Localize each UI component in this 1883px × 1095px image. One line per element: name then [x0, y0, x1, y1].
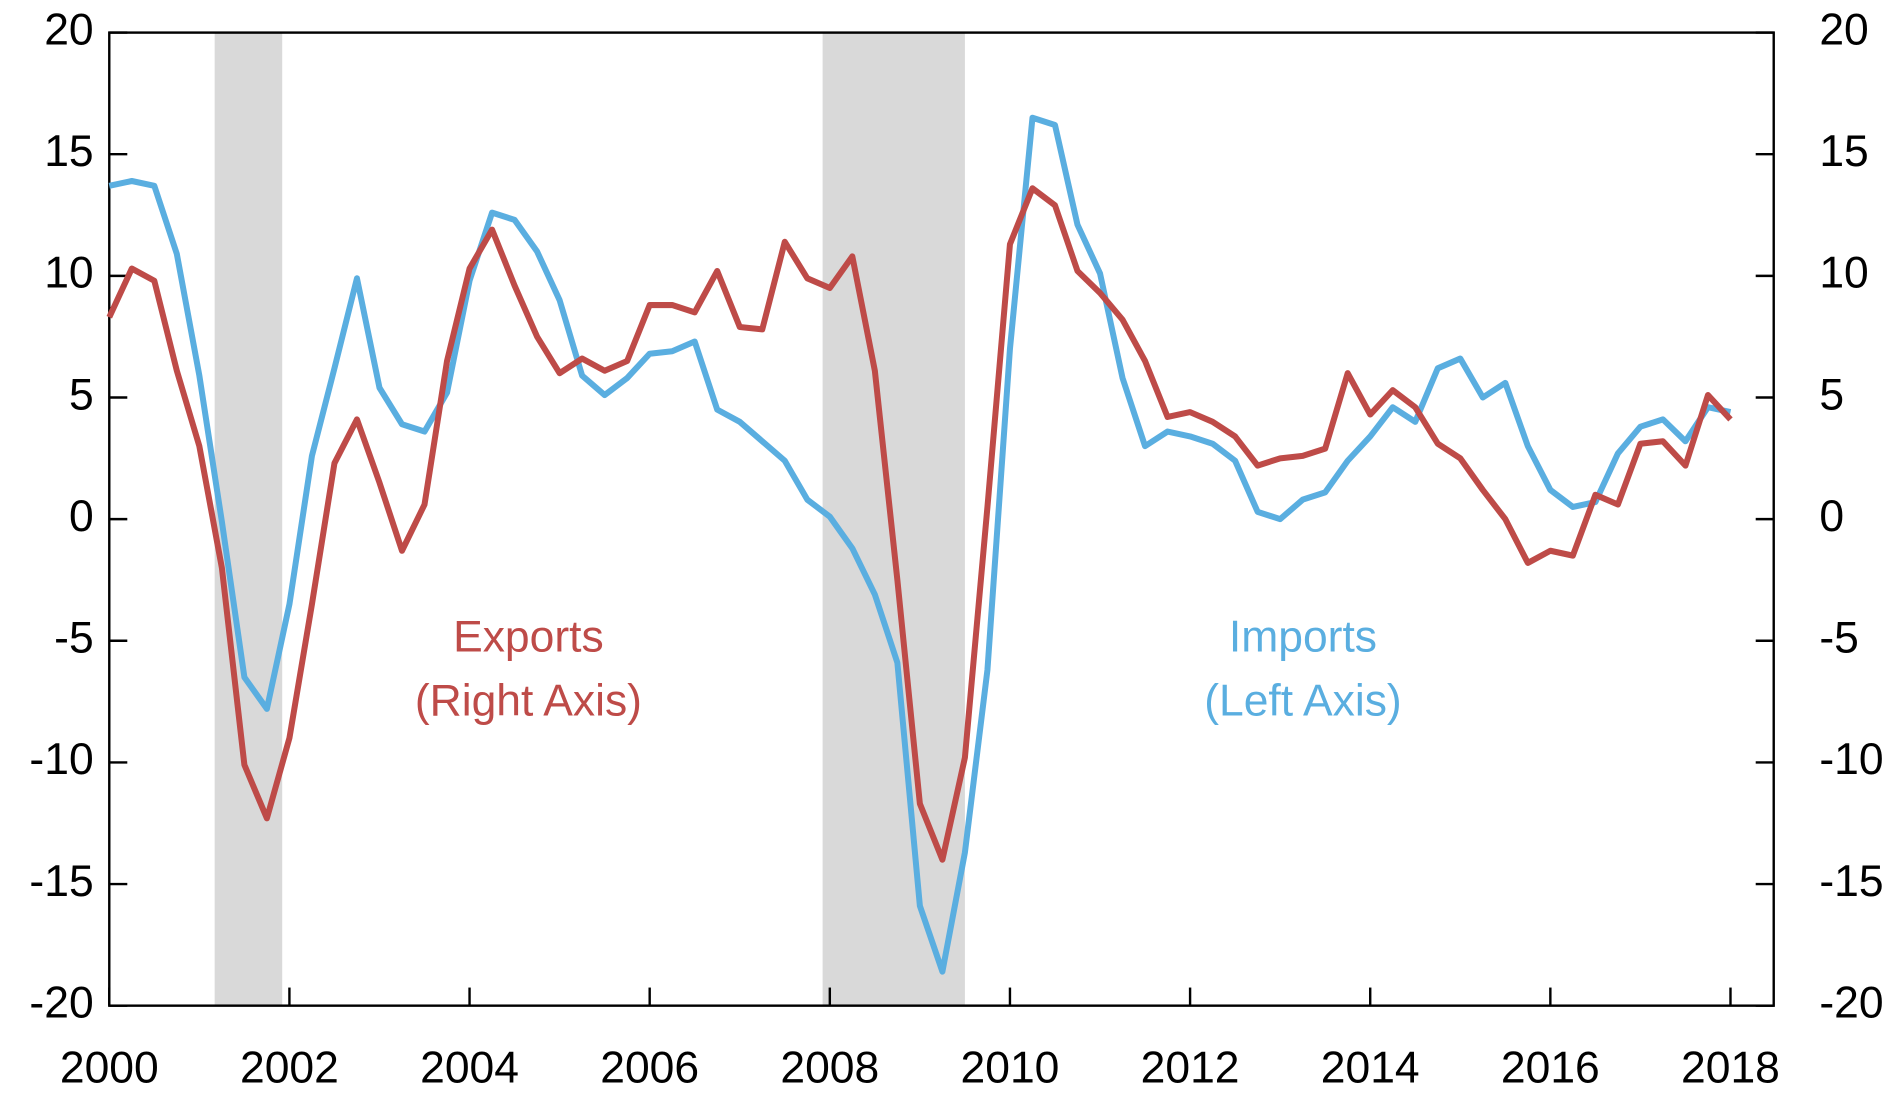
x-tick-label: 2012	[1141, 1044, 1240, 1093]
y2-tick-label: -15	[1819, 857, 1883, 906]
y2-tick-label: 10	[1819, 249, 1868, 298]
y-tick-label: 20	[44, 5, 93, 54]
y-tick-label: 15	[44, 127, 93, 176]
x-tick-label: 2018	[1681, 1044, 1780, 1093]
y2-tick-label: 15	[1819, 127, 1868, 176]
y2-tick-label: 0	[1819, 492, 1844, 541]
annotation: Imports	[1229, 613, 1377, 662]
x-tick-label: 2002	[240, 1044, 339, 1093]
x-tick-label: 2000	[60, 1044, 159, 1093]
y-tick-label: -20	[29, 978, 93, 1027]
x-tick-label: 2016	[1501, 1044, 1600, 1093]
x-tick-label: 2010	[961, 1044, 1060, 1093]
recession-band	[214, 32, 283, 1006]
annotation: (Right Axis)	[415, 677, 642, 726]
y-tick-label: 10	[44, 249, 93, 298]
x-tick-label: 2004	[420, 1044, 519, 1093]
y2-tick-label: 20	[1819, 5, 1868, 54]
y-tick-label: -5	[54, 613, 94, 662]
y2-tick-label: 5	[1819, 370, 1844, 419]
y2-tick-label: -10	[1819, 735, 1883, 784]
series-line	[108, 114, 1732, 975]
x-tick-label: 2014	[1321, 1044, 1420, 1093]
y-tick-label: 0	[69, 492, 94, 541]
x-tick-label: 2006	[600, 1044, 699, 1093]
series-line	[106, 185, 1733, 863]
y-tick-label: -15	[29, 857, 93, 906]
y2-tick-label: -20	[1819, 978, 1883, 1027]
y-tick-label: -10	[29, 735, 93, 784]
annotation: (Left Axis)	[1204, 677, 1402, 726]
y2-tick-label: -5	[1819, 613, 1859, 662]
y-tick-label: 5	[69, 370, 94, 419]
annotation: Exports	[453, 613, 604, 662]
x-tick-label: 2008	[780, 1044, 879, 1093]
